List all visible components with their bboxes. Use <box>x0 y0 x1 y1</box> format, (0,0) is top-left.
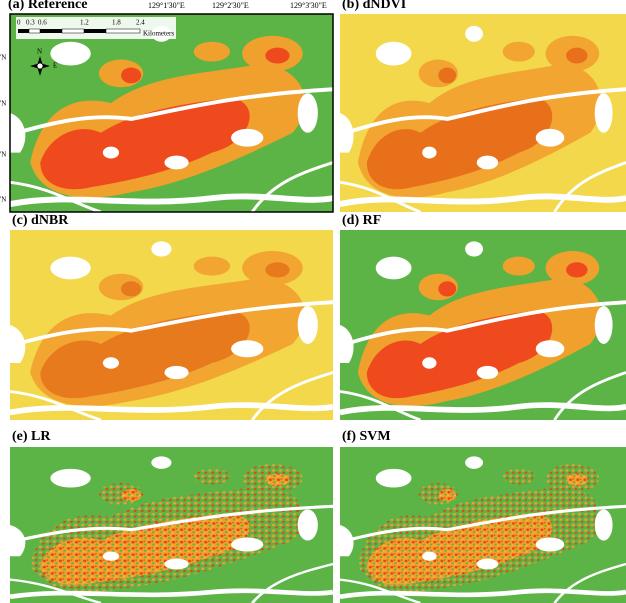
lon-label: 129°3'30"E <box>290 1 327 10</box>
scale-bar: 0 0.3 0.6 1.2 1.8 2.4 Kilometers <box>16 17 176 39</box>
panel-title: (c) dNBR <box>12 213 69 228</box>
map-lr <box>10 447 333 603</box>
lat-label: 'N <box>0 100 6 108</box>
scale-label: 0 <box>17 19 21 27</box>
lat-label: 'N <box>0 54 6 62</box>
lat-label: 'N <box>0 196 6 204</box>
panel-title: (a) Reference <box>8 0 87 12</box>
panel-title: (f) SVM <box>342 429 391 444</box>
compass: N E <box>30 48 57 76</box>
panel-title: (b) dNDVI <box>342 0 406 12</box>
map-rf <box>340 230 626 420</box>
map-reference <box>10 14 333 212</box>
map-frame <box>9 13 334 213</box>
panel-title: (d) RF <box>342 213 381 228</box>
compass-e: E <box>53 62 57 70</box>
scale-label: 1.2 <box>80 19 89 27</box>
panel-title: (e) LR <box>12 429 51 444</box>
scale-label: 0.6 <box>38 19 47 27</box>
compass-n: N <box>37 48 42 56</box>
map-dnbr <box>10 230 333 420</box>
scale-label: 1.8 <box>112 19 121 27</box>
map-svm <box>340 447 626 603</box>
scale-label: 0.3 <box>26 19 35 27</box>
map-dndvi <box>340 14 626 212</box>
lon-label: 129°1'30"E <box>148 1 185 10</box>
scale-unit: Kilometers <box>143 30 174 38</box>
scale-label: 2.4 <box>136 19 145 27</box>
lon-label: 129°2'30"E <box>212 1 249 10</box>
lat-label: 'N <box>0 151 6 159</box>
